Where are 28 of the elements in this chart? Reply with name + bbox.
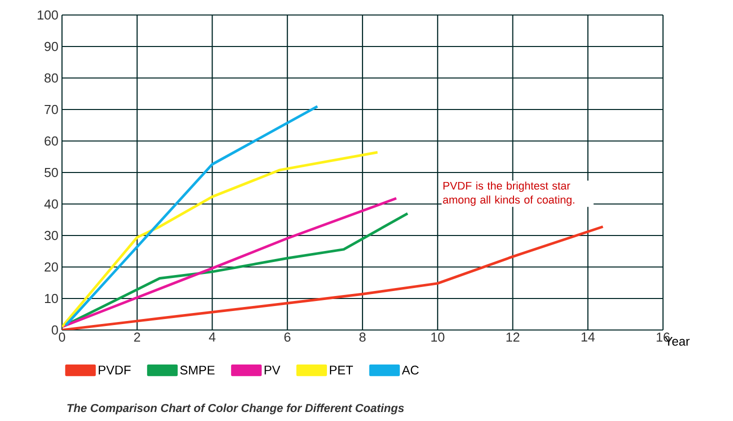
y-tick-label: 20	[44, 262, 58, 272]
y-tick-label: 70	[44, 104, 58, 114]
x-tick-label: 6	[284, 332, 290, 342]
legend-label: AC	[402, 366, 419, 375]
y-tick-label: 90	[44, 42, 58, 52]
legend-label: PET	[330, 366, 353, 374]
line-series	[62, 225, 604, 330]
text: The Comparison Chart of Color Change for Different Coatings	[67, 404, 404, 414]
x-tick-label: 14	[582, 332, 595, 342]
legend-label: PV	[264, 366, 280, 374]
legend-label: PVDF	[98, 366, 131, 374]
legend-label: SMPE	[180, 366, 215, 375]
y-tick-label: 10	[45, 294, 58, 304]
y-tick-label: 0	[52, 325, 58, 335]
x-tick-label: 4	[208, 332, 216, 342]
x-tick-label: 10	[431, 332, 444, 342]
x-tick-label: 12	[506, 332, 520, 342]
x-tick-label: 2	[134, 332, 140, 342]
x-tick-label: 8	[359, 332, 366, 342]
y-tick-label: 50	[44, 168, 58, 178]
line-series	[62, 151, 379, 328]
y-tick-label: 30	[44, 230, 58, 240]
y-tick-label: 40	[44, 199, 58, 209]
x-tick-label: 0	[58, 332, 66, 342]
annotation: PVDF is the brightest star among all kinds of coating.	[443, 182, 574, 206]
y-tick-label: 80	[44, 73, 58, 83]
y-tick-label: 100	[38, 10, 58, 20]
y-tick-label: 60	[44, 136, 58, 146]
